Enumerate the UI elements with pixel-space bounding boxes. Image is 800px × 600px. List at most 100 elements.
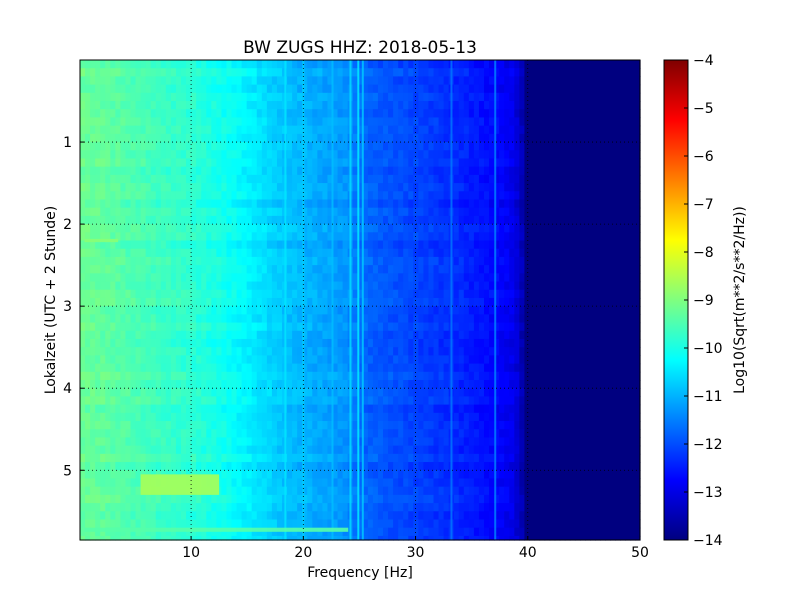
heatmap-cell (605, 281, 611, 291)
heatmap-cell (135, 207, 142, 217)
heatmap-cell (287, 338, 293, 348)
heatmap-cell (549, 150, 556, 160)
heatmap-cell (372, 109, 379, 119)
heatmap-cell (317, 76, 324, 86)
heatmap-cell (165, 281, 172, 291)
heatmap-cell (590, 158, 596, 168)
heatmap-cell (266, 347, 273, 356)
heatmap-cell (196, 289, 202, 299)
heatmap-cell (519, 199, 526, 209)
heatmap-cell (125, 101, 132, 110)
heatmap-cell (140, 380, 147, 389)
heatmap-cell (489, 306, 495, 315)
heatmap-cell (175, 199, 182, 209)
heatmap-cell (201, 133, 207, 143)
heatmap-cell (312, 207, 318, 217)
heatmap-cell (201, 207, 207, 217)
heatmap-cell (534, 92, 541, 102)
heatmap-cell (585, 347, 591, 356)
heatmap-cell (256, 207, 263, 217)
heatmap-cell (155, 207, 162, 217)
heatmap-cell (332, 363, 339, 373)
heatmap-cell (574, 371, 581, 381)
heatmap-cell (383, 174, 389, 184)
heatmap-cell (564, 191, 571, 201)
heatmap-cell (569, 297, 576, 307)
heatmap-cell (271, 133, 278, 143)
heatmap-cell (322, 404, 329, 414)
heatmap-cell (90, 330, 96, 340)
heatmap-cell (484, 125, 490, 135)
heatmap-cell (160, 404, 167, 414)
heatmap-cell (181, 338, 187, 348)
heatmap-cell (105, 199, 111, 209)
heatmap-cell (408, 396, 414, 406)
heatmap-cell (221, 322, 228, 332)
heatmap-cell (595, 314, 601, 324)
heatmap-cell (428, 199, 435, 209)
heatmap-cell (473, 125, 480, 135)
heatmap-cell (549, 388, 556, 398)
heatmap-cell (383, 256, 389, 266)
heatmap-cell (312, 355, 318, 365)
heatmap-cell (196, 306, 202, 315)
heatmap-cell (590, 142, 596, 151)
heatmap-cell (191, 404, 197, 414)
heatmap-cell (383, 125, 389, 135)
heatmap-cell (125, 256, 132, 266)
heatmap-cell (473, 84, 480, 94)
heatmap-cell (544, 281, 551, 291)
heatmap-cell (615, 76, 621, 86)
heatmap-cell (236, 273, 243, 283)
heatmap-cell (579, 76, 586, 86)
heatmap-cell (484, 142, 490, 151)
heatmap-cell (170, 207, 177, 217)
heatmap-cell (393, 174, 399, 184)
heatmap-cell (564, 297, 571, 307)
heatmap-cell (271, 363, 278, 373)
heatmap-cell (125, 330, 132, 340)
heatmap-cell (115, 330, 122, 340)
heatmap-cell (90, 380, 96, 389)
heatmap-cell (287, 412, 293, 422)
heatmap-cell (579, 84, 586, 94)
heatmap-cell (352, 174, 359, 184)
heatmap-cell (145, 256, 152, 266)
heatmap-cell (80, 207, 86, 217)
heatmap-cell (357, 109, 364, 119)
heatmap-cell (120, 306, 127, 315)
heatmap-cell (95, 396, 101, 406)
heatmap-cell (569, 68, 576, 78)
heatmap-cell (554, 322, 561, 332)
heatmap-cell (514, 265, 520, 274)
heatmap-cell (367, 388, 374, 398)
heatmap-cell (615, 380, 621, 389)
heatmap-cell (140, 338, 147, 348)
heatmap-cell (352, 306, 359, 315)
heatmap-cell (377, 92, 384, 102)
heatmap-cell (266, 60, 273, 69)
heatmap-cell (499, 125, 505, 135)
heatmap-cell (100, 363, 106, 373)
heatmap-cell (297, 412, 303, 422)
heatmap-cell (261, 183, 268, 192)
heatmap-cell (590, 314, 596, 324)
heatmap-cell (362, 215, 369, 225)
heatmap-cell (297, 380, 303, 389)
heatmap-cell (625, 330, 632, 340)
heatmap-cell (307, 256, 313, 266)
heatmap-cell (418, 191, 425, 201)
heatmap-cell (635, 101, 641, 110)
heatmap-cell (413, 215, 419, 225)
heatmap-cell (398, 166, 404, 176)
heatmap-cell (605, 199, 611, 209)
heatmap-cell (408, 363, 414, 373)
heatmap-cell (509, 388, 515, 398)
heatmap-cell (317, 322, 324, 332)
heatmap-cell (165, 232, 172, 242)
heatmap-cell (206, 68, 212, 78)
heatmap-cell (115, 191, 122, 201)
heatmap-cell (362, 240, 369, 250)
heatmap-cell (499, 84, 505, 94)
heatmap-cell (610, 215, 616, 225)
